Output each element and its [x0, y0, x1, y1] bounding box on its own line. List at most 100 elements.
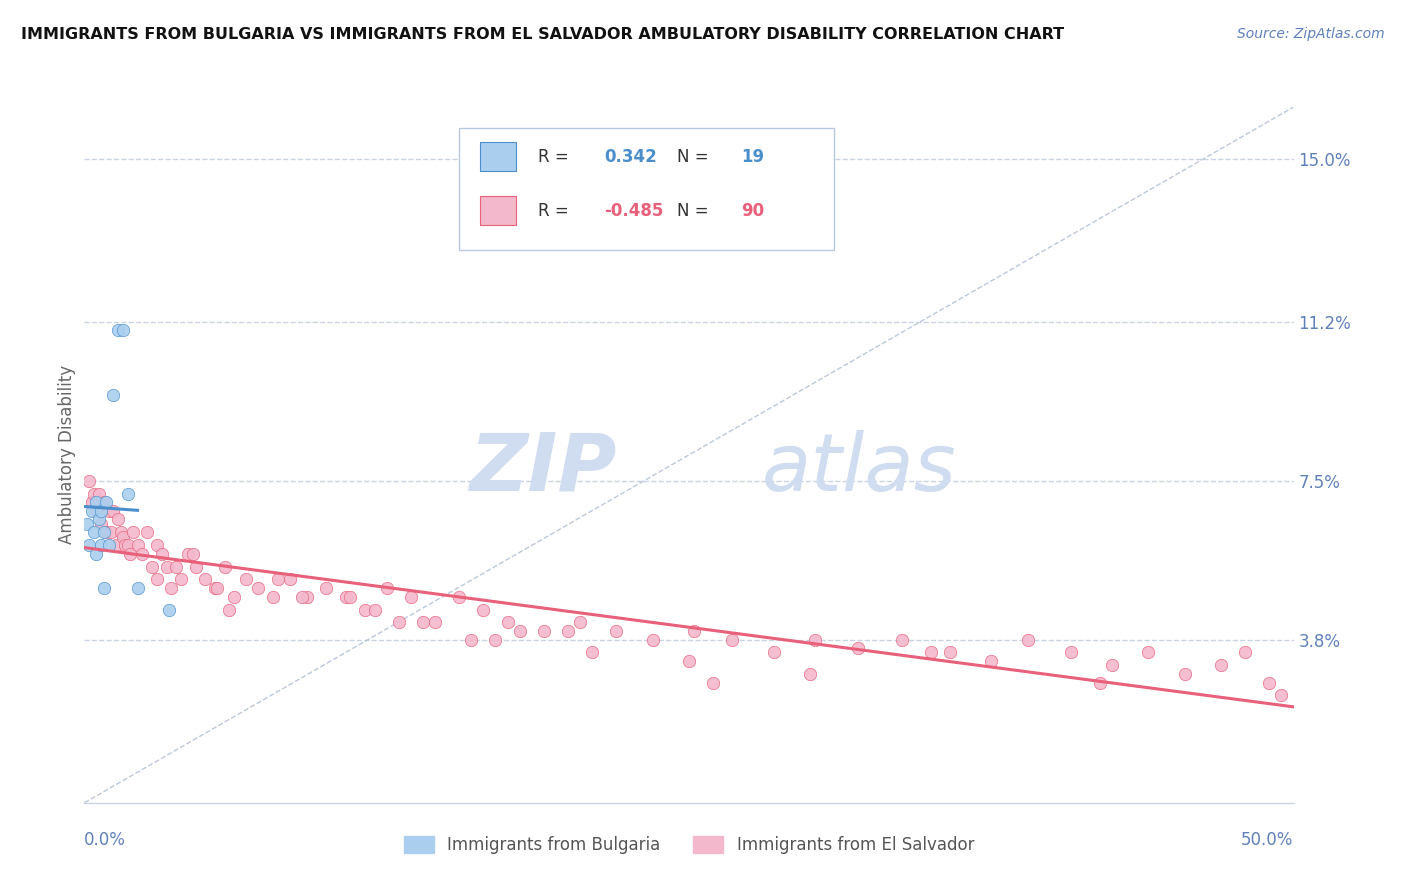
Point — [90, 504, 112, 518]
Point — [77, 474, 100, 488]
Point — [682, 624, 704, 638]
Point — [93, 525, 115, 540]
Bar — [479, 142, 516, 171]
Point — [87, 486, 110, 500]
Point — [1060, 645, 1083, 659]
Point — [509, 624, 531, 638]
Point — [214, 559, 236, 574]
FancyBboxPatch shape — [460, 128, 834, 250]
Point — [94, 495, 117, 509]
Point — [150, 547, 173, 561]
Point — [146, 538, 169, 552]
Point — [87, 512, 110, 526]
Point — [93, 581, 115, 595]
Point — [569, 615, 592, 630]
Point — [1258, 675, 1281, 690]
Point — [107, 512, 129, 526]
Point — [533, 624, 555, 638]
Text: 0.0%: 0.0% — [84, 830, 127, 848]
Point — [112, 529, 135, 543]
Point — [1174, 667, 1197, 681]
Point — [103, 504, 125, 518]
Point — [80, 504, 103, 518]
Text: IMMIGRANTS FROM BULGARIA VS IMMIGRANTS FROM EL SALVADOR AMBULATORY DISABILITY CO: IMMIGRANTS FROM BULGARIA VS IMMIGRANTS F… — [21, 27, 1064, 42]
Point — [181, 547, 204, 561]
Point — [412, 615, 434, 630]
Point — [354, 602, 377, 616]
Point — [224, 590, 246, 604]
Point — [136, 525, 159, 540]
Point — [262, 590, 284, 604]
Point — [762, 645, 785, 659]
Point — [77, 538, 100, 552]
Point — [423, 615, 446, 630]
Point — [702, 675, 724, 690]
Point — [194, 573, 217, 587]
Point — [107, 323, 129, 337]
Point — [157, 602, 180, 616]
Point — [890, 632, 912, 647]
Point — [146, 573, 169, 587]
Point — [278, 573, 301, 587]
Text: ZIP: ZIP — [470, 430, 616, 508]
Y-axis label: Ambulatory Disability: Ambulatory Disability — [58, 366, 76, 544]
Point — [103, 388, 125, 402]
Point — [1017, 632, 1039, 647]
Point — [484, 632, 506, 647]
Point — [112, 323, 135, 337]
Point — [184, 559, 207, 574]
Point — [100, 525, 122, 540]
Point — [86, 547, 108, 561]
Point — [721, 632, 744, 647]
Text: R =: R = — [538, 148, 574, 166]
Point — [291, 590, 314, 604]
Point — [127, 581, 149, 595]
Point — [460, 632, 482, 647]
Point — [141, 559, 163, 574]
Point — [388, 615, 411, 630]
Point — [155, 559, 177, 574]
Point — [160, 581, 183, 595]
Point — [97, 504, 120, 518]
Point — [1209, 658, 1232, 673]
Point — [235, 573, 257, 587]
Point — [170, 573, 193, 587]
Point — [581, 645, 603, 659]
Point — [920, 645, 942, 659]
Point — [803, 632, 825, 647]
Text: 90: 90 — [741, 202, 763, 220]
Point — [939, 645, 962, 659]
Point — [846, 641, 869, 656]
Text: N =: N = — [676, 202, 714, 220]
Point — [496, 615, 519, 630]
Point — [799, 667, 821, 681]
Point — [1270, 689, 1292, 703]
Point — [980, 654, 1002, 668]
Point — [80, 495, 103, 509]
Text: 0.342: 0.342 — [605, 148, 657, 166]
Text: N =: N = — [676, 148, 714, 166]
Point — [678, 654, 700, 668]
Point — [247, 581, 270, 595]
Point — [90, 538, 112, 552]
Point — [117, 538, 139, 552]
Point — [1234, 645, 1257, 659]
Point — [104, 538, 127, 552]
Text: atlas: atlas — [762, 430, 956, 508]
Point — [86, 504, 108, 518]
Point — [121, 525, 143, 540]
Point — [1101, 658, 1123, 673]
Point — [131, 547, 153, 561]
Text: Source: ZipAtlas.com: Source: ZipAtlas.com — [1237, 27, 1385, 41]
Point — [117, 486, 139, 500]
Point — [267, 573, 290, 587]
Point — [295, 590, 318, 604]
Point — [93, 495, 115, 509]
Point — [315, 581, 337, 595]
Point — [207, 581, 229, 595]
Point — [97, 538, 120, 552]
Point — [114, 538, 136, 552]
Bar — [479, 196, 516, 226]
Point — [110, 525, 132, 540]
Text: R =: R = — [538, 202, 574, 220]
